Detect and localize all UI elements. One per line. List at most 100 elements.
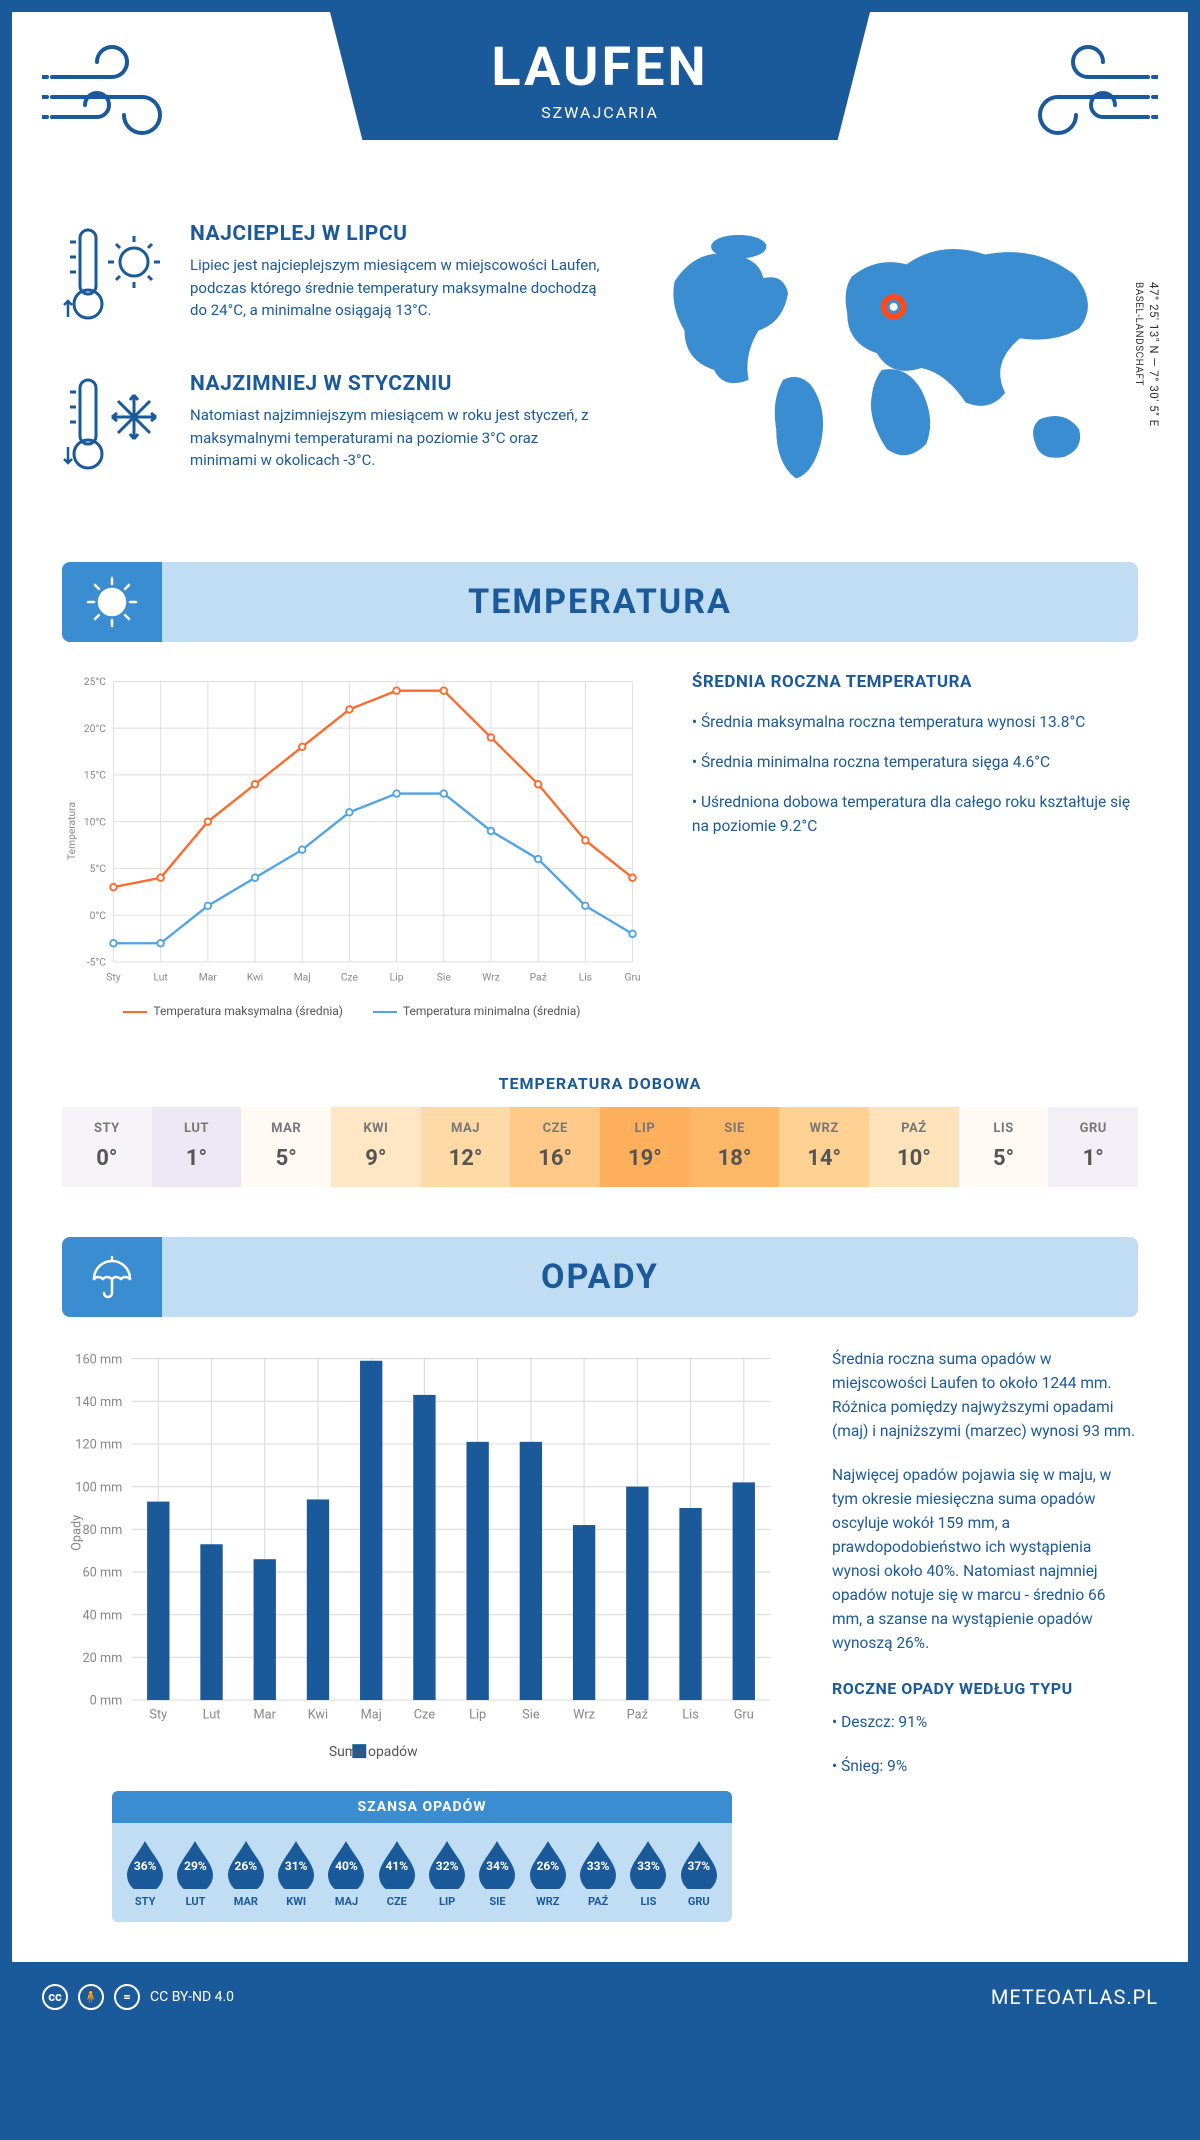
precip-type-title: ROCZNE OPADY WEDŁUG TYPU bbox=[832, 1679, 1138, 1698]
rain-drop-cell: 36%STY bbox=[120, 1837, 170, 1908]
daily-temp-title: TEMPERATURA DOBOWA bbox=[12, 1074, 1188, 1093]
rain-drop-cell: 40%MAJ bbox=[321, 1837, 371, 1908]
svg-text:-5°C: -5°C bbox=[87, 956, 106, 969]
coldest-text: Natomiast najzimniejszym miesiącem w rok… bbox=[190, 404, 605, 472]
temp-strip-cell: PAŹ10° bbox=[869, 1107, 959, 1187]
temp-strip-cell: CZE16° bbox=[510, 1107, 600, 1187]
svg-text:Sie: Sie bbox=[437, 971, 452, 984]
temperature-line-chart: -5°C0°C5°C10°C15°C20°C25°CStyLutMarKwiMa… bbox=[62, 672, 642, 1018]
avg-annual-title: ŚREDNIA ROCZNA TEMPERATURA bbox=[692, 672, 1138, 692]
svg-text:Lut: Lut bbox=[203, 1708, 221, 1723]
temp-strip-cell: LIS5° bbox=[959, 1107, 1049, 1187]
rain-drop-cell: 32%LIP bbox=[422, 1837, 472, 1908]
temp-strip-cell: STY0° bbox=[62, 1107, 152, 1187]
section-title-precip: OPADY bbox=[162, 1257, 1138, 1297]
brand: METEOATLAS.PL bbox=[991, 1985, 1158, 2009]
section-header-temperature: TEMPERATURA bbox=[62, 562, 1138, 642]
svg-text:Paź: Paź bbox=[627, 1708, 648, 1723]
chart-legend: Temperatura maksymalna (średnia) Tempera… bbox=[62, 1004, 642, 1018]
coords-value: 47° 25' 13" N — 7° 30' 5" E bbox=[1147, 282, 1161, 427]
svg-text:Opady: Opady bbox=[70, 1515, 85, 1551]
intro-right: 47° 25' 13" N — 7° 30' 5" E BASEL-LANDSC… bbox=[645, 222, 1138, 522]
rain-drop-cell: 26%MAR bbox=[221, 1837, 271, 1908]
temp-strip-cell: WRZ14° bbox=[779, 1107, 869, 1187]
precip-bar-chart: 0 mm20 mm40 mm60 mm80 mm100 mm120 mm140 … bbox=[62, 1347, 782, 1765]
svg-text:Cze: Cze bbox=[414, 1708, 436, 1723]
svg-text:Lip: Lip bbox=[469, 1708, 486, 1723]
legend-max: Temperatura maksymalna (średnia) bbox=[123, 1004, 343, 1018]
svg-text:10°C: 10°C bbox=[84, 815, 106, 828]
page: LAUFEN SZWAJCARIA NAJCIEPLEJ W bbox=[0, 0, 1200, 2044]
temp-strip-cell: SIE18° bbox=[690, 1107, 780, 1187]
avg-bullet-2: • Średnia minimalna roczna temperatura s… bbox=[692, 750, 1138, 774]
avg-bullet-1: • Średnia maksymalna roczna temperatura … bbox=[692, 710, 1138, 734]
svg-text:Sty: Sty bbox=[149, 1708, 167, 1723]
svg-text:15°C: 15°C bbox=[84, 769, 106, 782]
precip-left: 0 mm20 mm40 mm60 mm80 mm100 mm120 mm140 … bbox=[62, 1347, 782, 1922]
temp-strip-cell: MAR5° bbox=[241, 1107, 331, 1187]
rain-drop-cell: 33%LIS bbox=[623, 1837, 673, 1908]
precip-right: Średnia roczna suma opadów w miejscowośc… bbox=[832, 1347, 1138, 1922]
precip-para-2: Najwięcej opadów pojawia się w maju, w t… bbox=[832, 1463, 1138, 1655]
svg-text:Mar: Mar bbox=[199, 971, 218, 984]
header: LAUFEN SZWAJCARIA bbox=[12, 12, 1188, 192]
temp-strip-cell: LIP19° bbox=[600, 1107, 690, 1187]
svg-text:Temperatura: Temperatura bbox=[65, 802, 78, 860]
title-banner: LAUFEN SZWAJCARIA bbox=[330, 12, 870, 140]
section-title-temperature: TEMPERATURA bbox=[162, 582, 1138, 622]
rain-drop-cell: 29%LUT bbox=[170, 1837, 220, 1908]
rain-chance-panel: SZANSA OPADÓW 36%STY29%LUT26%MAR31%KWI40… bbox=[112, 1791, 732, 1922]
section-header-precip: OPADY bbox=[62, 1237, 1138, 1317]
rain-drop-cell: 41%CZE bbox=[372, 1837, 422, 1908]
svg-text:Lis: Lis bbox=[682, 1708, 699, 1723]
temperature-side-text: ŚREDNIA ROCZNA TEMPERATURA • Średnia mak… bbox=[692, 672, 1138, 1018]
svg-text:Maj: Maj bbox=[361, 1708, 382, 1723]
precip-para-1: Średnia roczna suma opadów w miejscowośc… bbox=[832, 1347, 1138, 1443]
intro-row: NAJCIEPLEJ W LIPCU Lipiec jest najcieple… bbox=[12, 192, 1188, 562]
sun-icon bbox=[62, 562, 162, 642]
coordinates: 47° 25' 13" N — 7° 30' 5" E BASEL-LANDSC… bbox=[1130, 282, 1162, 427]
warmest-title: NAJCIEPLEJ W LIPCU bbox=[190, 222, 605, 246]
city-title: LAUFEN bbox=[330, 36, 870, 99]
nd-icon: = bbox=[114, 1984, 140, 2010]
warmest-text: Lipiec jest najcieplejszym miesiącem w m… bbox=[190, 254, 605, 322]
svg-text:25°C: 25°C bbox=[84, 675, 106, 688]
svg-text:Gru: Gru bbox=[734, 1708, 754, 1723]
precip-row: 0 mm20 mm40 mm60 mm80 mm100 mm120 mm140 … bbox=[12, 1347, 1188, 1962]
svg-text:Wrz: Wrz bbox=[573, 1708, 595, 1723]
legend-min: Temperatura minimalna (średnia) bbox=[373, 1004, 581, 1018]
by-icon: 🧍 bbox=[78, 1984, 104, 2010]
svg-text:0°C: 0°C bbox=[90, 909, 107, 922]
umbrella-icon bbox=[62, 1237, 162, 1317]
svg-text:40 mm: 40 mm bbox=[82, 1608, 122, 1623]
coldest-title: NAJZIMNIEJ W STYCZNIU bbox=[190, 372, 605, 396]
svg-text:Lip: Lip bbox=[390, 971, 404, 984]
temp-strip-cell: MAJ12° bbox=[421, 1107, 511, 1187]
rain-drop-cell: 26%WRZ bbox=[523, 1837, 573, 1908]
svg-text:Sty: Sty bbox=[106, 971, 120, 984]
footer: cc 🧍 = CC BY-ND 4.0 METEOATLAS.PL bbox=[12, 1962, 1188, 2032]
svg-text:60 mm: 60 mm bbox=[82, 1566, 122, 1581]
svg-text:Suma opadów: Suma opadów bbox=[329, 1744, 418, 1760]
coldest-block: NAJZIMNIEJ W STYCZNIU Natomiast najzimni… bbox=[62, 372, 605, 486]
precip-type-2: • Śnieg: 9% bbox=[832, 1754, 1138, 1778]
svg-text:5°C: 5°C bbox=[90, 862, 107, 875]
svg-text:Gru: Gru bbox=[624, 971, 640, 984]
svg-text:Maj: Maj bbox=[294, 971, 311, 984]
svg-text:20 mm: 20 mm bbox=[82, 1651, 122, 1666]
rain-drop-cell: 34%SIE bbox=[472, 1837, 522, 1908]
svg-text:Kwi: Kwi bbox=[308, 1708, 328, 1723]
svg-text:80 mm: 80 mm bbox=[82, 1523, 122, 1538]
precip-type-1: • Deszcz: 91% bbox=[832, 1710, 1138, 1734]
svg-text:Mar: Mar bbox=[254, 1708, 277, 1723]
country-subtitle: SZWAJCARIA bbox=[330, 103, 870, 122]
avg-bullet-3: • Uśredniona dobowa temperatura dla całe… bbox=[692, 790, 1138, 838]
svg-text:0 mm: 0 mm bbox=[90, 1694, 123, 1709]
wind-icon-right bbox=[1008, 42, 1158, 146]
svg-text:Sie: Sie bbox=[522, 1708, 540, 1723]
world-map bbox=[645, 222, 1138, 498]
rain-drop-cell: 37%GRU bbox=[674, 1837, 724, 1908]
cc-icon: cc bbox=[42, 1984, 68, 2010]
temperature-chart-row: -5°C0°C5°C10°C15°C20°C25°CStyLutMarKwiMa… bbox=[12, 672, 1188, 1048]
wind-icon-left bbox=[42, 42, 192, 146]
